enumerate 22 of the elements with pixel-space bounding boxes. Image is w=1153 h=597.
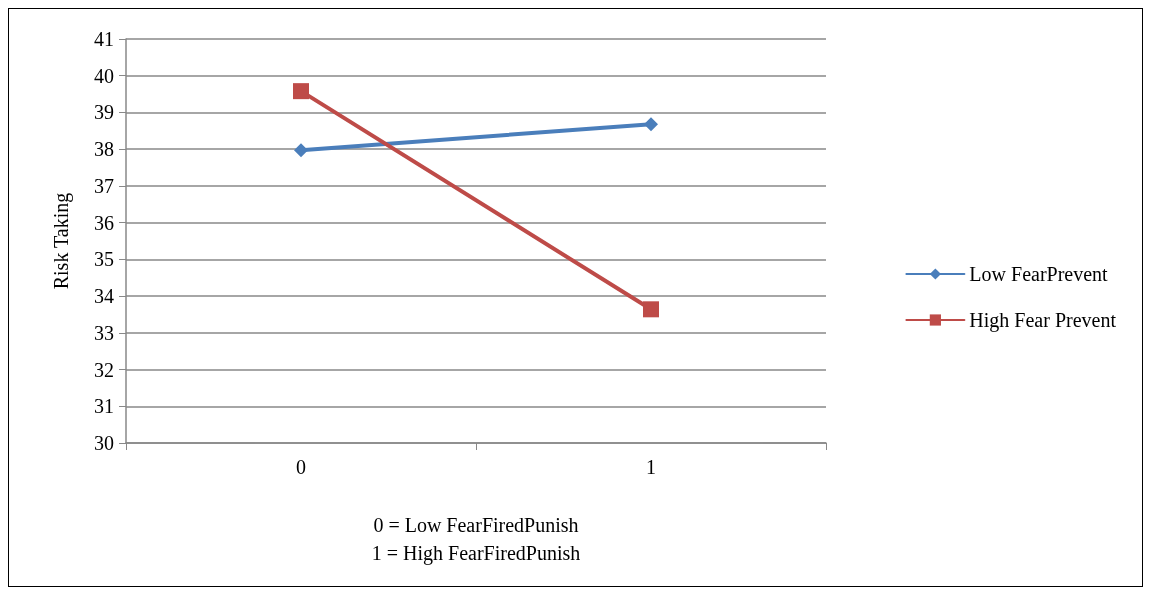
y-tick-label: 37 — [94, 174, 114, 197]
y-tick-label: 33 — [94, 321, 114, 344]
y-tick-label: 39 — [94, 101, 114, 124]
y-tick-label: 40 — [94, 64, 114, 87]
legend-label: High Fear Prevent — [969, 309, 1117, 332]
point — [643, 301, 659, 318]
point — [294, 143, 308, 158]
y-tick-label: 35 — [94, 248, 114, 271]
y-axis-title: Risk Taking — [50, 192, 73, 290]
point — [293, 83, 309, 100]
y-tick-label: 41 — [94, 28, 114, 50]
x-axis-title: 0 = Low FearFiredPunish 1 = High FearFiredPunish — [371, 514, 581, 565]
y-tick-label: 38 — [94, 138, 114, 161]
x-tick-label: 1 — [646, 456, 656, 478]
x-tick-label: 0 — [296, 456, 306, 478]
y-tick-label: 34 — [94, 285, 114, 308]
legend-label: Low FearPrevent — [969, 263, 1109, 285]
point — [644, 117, 658, 132]
y-tick-label: 30 — [94, 432, 114, 454]
y-tick-label: 32 — [94, 358, 114, 381]
y-tick-label: 31 — [94, 395, 114, 418]
y-tick-label: 36 — [94, 211, 114, 234]
